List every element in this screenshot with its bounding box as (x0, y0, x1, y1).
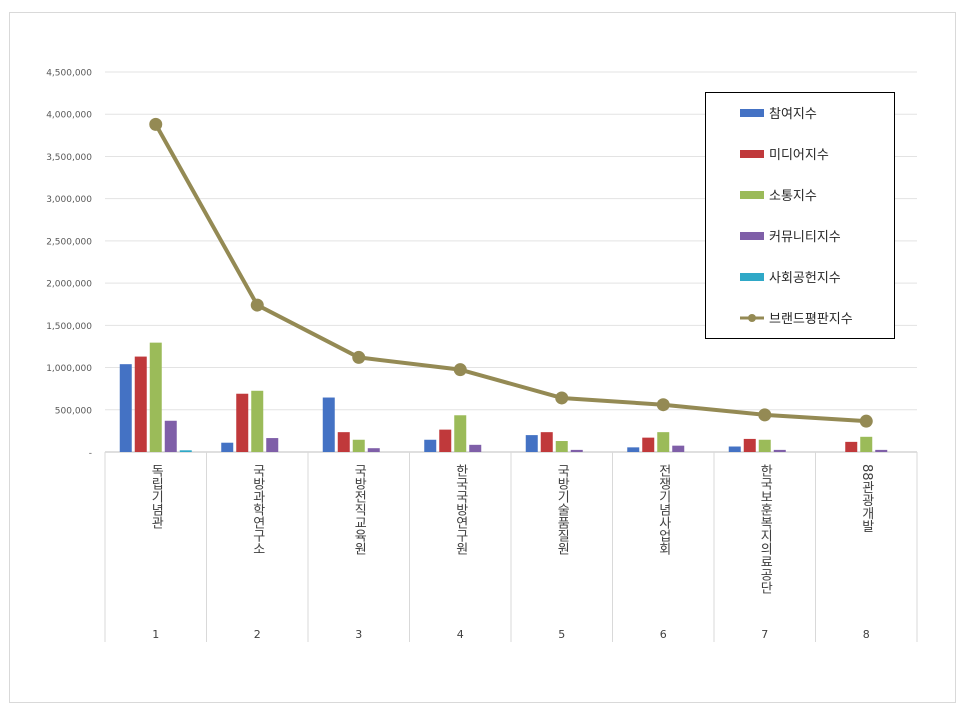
category-name: 한국국방연구원 (453, 464, 468, 555)
bar-1 (119, 364, 132, 452)
x-tick-label: 1 (152, 628, 159, 641)
y-tick-label: 2,000,000 (46, 280, 92, 290)
y-tick-label: 4,500,000 (46, 69, 92, 79)
legend-label: 소통지수 (769, 189, 817, 204)
brand-index-point (352, 350, 366, 364)
bar-4 (367, 448, 380, 452)
category-name: 국방기술품질원 (554, 464, 569, 555)
bars (119, 342, 888, 452)
y-tick-label: 2,500,000 (46, 237, 92, 247)
bar-1 (424, 439, 437, 452)
brand-index-point (555, 391, 569, 405)
y-tick-label: 3,500,000 (46, 153, 92, 163)
bar-4 (469, 444, 482, 452)
brand-index-point (758, 408, 772, 422)
legend-marker (748, 314, 756, 322)
bar-2 (337, 432, 350, 452)
y-tick-label: 3,000,000 (46, 195, 92, 205)
bar-1 (728, 446, 741, 452)
y-tick-label: 4,000,000 (46, 111, 92, 121)
brand-index-point (656, 398, 670, 412)
x-tick-label: 8 (863, 628, 870, 641)
category-name: 독립기념관 (148, 464, 163, 529)
bar-4 (773, 449, 786, 452)
legend-label: 사회공헌지수 (769, 271, 841, 286)
y-tick-label: - (89, 449, 92, 459)
brand-index-polyline (154, 123, 867, 424)
bar-3 (454, 415, 467, 452)
legend-box (705, 92, 895, 339)
legend-swatch (740, 191, 764, 199)
brand-index-point (250, 298, 264, 312)
y-axis-ticks: - 500,000 1,000,000 1,500,000 2,000,000 2,500… (46, 69, 92, 459)
x-tick-label: 4 (457, 628, 464, 641)
x-axis: 1 독립기념관 2 국방과학연구소 3 국방전직교육원 4 한국국방연구원 5 국방기술품질원 6 전… (104, 452, 918, 642)
brand-index-point (859, 414, 873, 428)
legend-swatch (740, 273, 764, 281)
bar-4 (672, 445, 685, 452)
y-tick-label: 1,000,000 (46, 364, 92, 374)
legend-label: 미디어지수 (769, 148, 829, 163)
x-tick-label: 7 (761, 628, 768, 641)
bar-3 (251, 390, 264, 452)
bar-5 (179, 450, 192, 452)
bar-4 (570, 449, 583, 452)
category-name: 한국보훈복지의료공단 (757, 464, 772, 594)
category-name: 88관광개발 (859, 464, 874, 533)
bar-4 (875, 449, 888, 452)
bar-2 (642, 437, 655, 452)
bar-3 (758, 439, 771, 452)
legend-swatch (740, 109, 764, 117)
bar-1 (221, 442, 234, 452)
bar-2 (439, 429, 452, 452)
bar-3 (555, 441, 568, 452)
bar-1 (525, 435, 538, 452)
y-tick-label: 1,500,000 (46, 322, 92, 332)
brand-index-point (149, 117, 163, 131)
brand-index-line (149, 117, 873, 428)
bar-2 (540, 432, 553, 452)
category-name: 국방과학연구소 (250, 464, 265, 555)
category-name: 국방전직교육원 (351, 464, 366, 555)
legend-swatch (740, 150, 764, 158)
legend-label: 브랜드평판지수 (769, 312, 853, 327)
bar-3 (657, 432, 670, 452)
bar-4 (266, 438, 279, 452)
y-tick-label: 500,000 (55, 406, 92, 416)
bar-1 (322, 397, 335, 452)
bar-2 (845, 441, 858, 452)
x-tick-label: 5 (558, 628, 565, 641)
bar-2 (134, 356, 147, 452)
bar-3 (149, 342, 162, 452)
x-tick-label: 3 (355, 628, 362, 641)
bar-2 (743, 438, 756, 452)
bar-2 (236, 393, 249, 452)
bar-3 (860, 436, 873, 452)
legend-swatch (740, 232, 764, 240)
legend-label: 커뮤니티지수 (769, 230, 841, 245)
x-tick-label: 6 (660, 628, 667, 641)
category-name: 전쟁기념사업회 (656, 464, 671, 555)
bar-3 (352, 439, 365, 452)
bar-1 (627, 447, 640, 452)
bar-4 (164, 420, 177, 452)
legend-label: 참여지수 (769, 107, 817, 122)
brand-index-point (453, 363, 467, 377)
x-tick-label: 2 (254, 628, 261, 641)
